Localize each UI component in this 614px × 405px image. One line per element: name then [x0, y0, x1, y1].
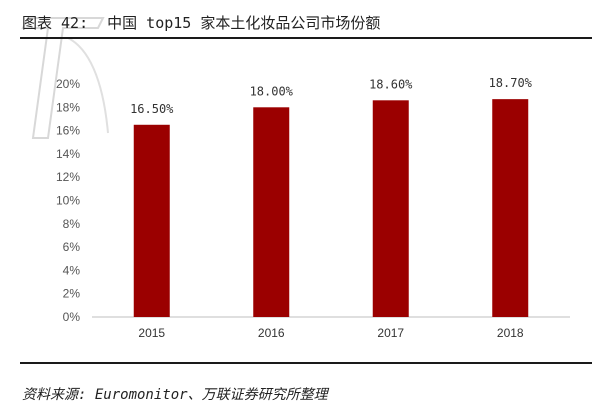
y-tick-label: 10% — [56, 194, 80, 208]
figure-label: 图表 42: — [22, 14, 89, 32]
top-rule — [20, 37, 592, 39]
y-tick-label: 4% — [63, 263, 81, 277]
y-tick-label: 6% — [63, 240, 81, 254]
bottom-rule — [20, 362, 592, 364]
chart-title: 中国 top15 家本土化妆品公司市场份额 — [107, 14, 381, 32]
y-tick-label: 18% — [56, 100, 80, 114]
y-tick-label: 0% — [63, 310, 81, 324]
bar-2016 — [253, 107, 290, 317]
y-tick-label: 20% — [56, 77, 80, 91]
data-label-2016: 18.00% — [250, 84, 294, 98]
bar-2018 — [492, 99, 529, 318]
x-tick-label-2018: 2018 — [497, 326, 524, 340]
y-tick-label: 12% — [56, 170, 80, 184]
data-label-2018: 18.70% — [489, 76, 533, 90]
x-tick-label-2015: 2015 — [138, 326, 165, 340]
x-tick-label-2016: 2016 — [258, 326, 285, 340]
watermark-logo-icon — [21, 17, 109, 139]
data-label-2017: 18.60% — [369, 77, 413, 91]
y-tick-label: 16% — [56, 124, 80, 138]
data-label-2015: 16.50% — [130, 102, 174, 116]
bar-2017 — [372, 100, 409, 317]
x-tick-label-2017: 2017 — [377, 326, 404, 340]
bar-2015 — [133, 124, 170, 318]
figure-title: 图表 42: 中国 top15 家本土化妆品公司市场份额 — [22, 12, 380, 33]
y-tick-label: 8% — [63, 217, 81, 231]
y-tick-label: 2% — [63, 287, 81, 301]
source-note: 资料来源: Euromonitor、万联证券研究所整理 — [22, 387, 328, 403]
y-tick-label: 14% — [56, 147, 80, 161]
